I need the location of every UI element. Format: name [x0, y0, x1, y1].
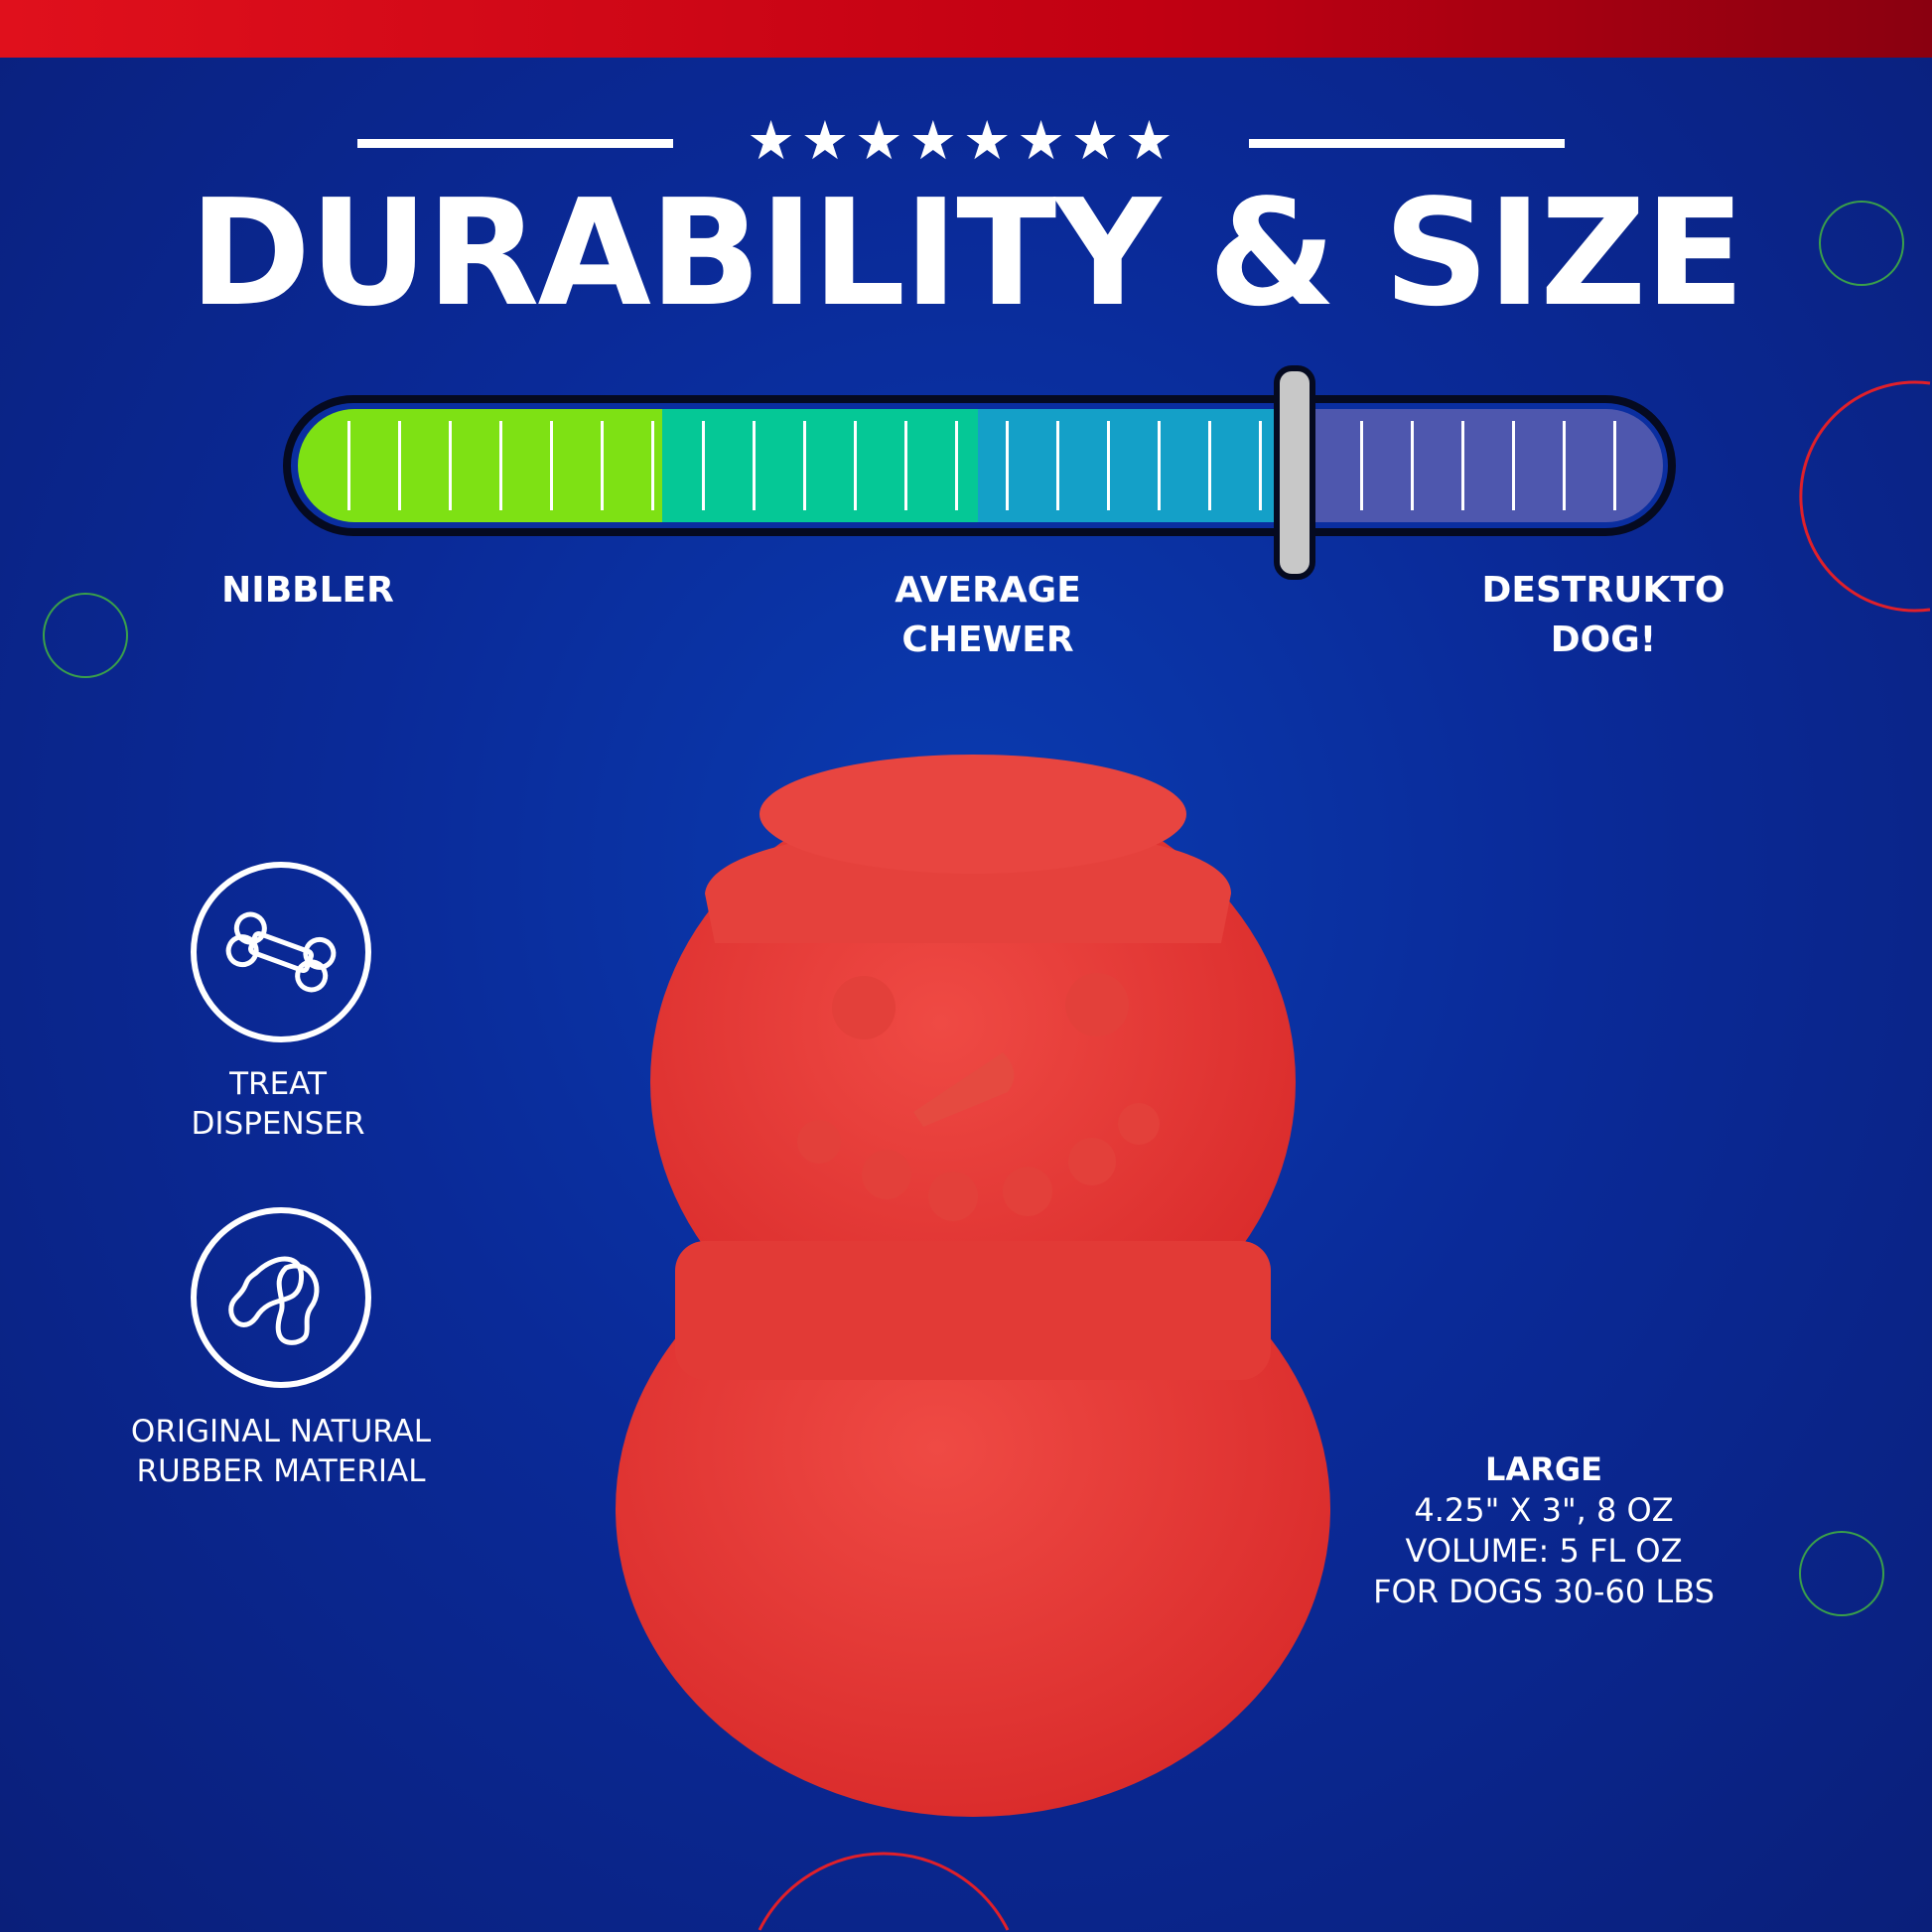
meter-tick — [854, 421, 857, 510]
meter-tick — [1259, 421, 1262, 510]
label-line: AVERAGE — [895, 570, 1081, 611]
snowman-toy-image — [616, 755, 1330, 1817]
top-red-band — [0, 0, 1932, 58]
meter-segment-teal — [662, 409, 978, 522]
meter-tick — [398, 421, 401, 510]
meter-tick — [1613, 421, 1616, 510]
decor-circle — [1799, 1531, 1884, 1616]
feature-line: TREAT — [229, 1066, 327, 1102]
meter-tick — [803, 421, 806, 510]
meter-tick — [449, 421, 452, 510]
meter-tick — [499, 421, 502, 510]
meter-tick — [955, 421, 958, 510]
label-average-chewer: AVERAGE CHEWER — [839, 566, 1137, 665]
label-line: CHEWER — [901, 620, 1074, 660]
spec-dogs: FOR DOGS 30-60 LBS — [1373, 1573, 1715, 1610]
meter-ticks — [298, 409, 1663, 522]
meter-tick — [1158, 421, 1161, 510]
feature-line: RUBBER MATERIAL — [136, 1453, 426, 1489]
rubber-icon — [191, 1207, 371, 1388]
header-rule-left — [357, 139, 673, 148]
meter-tick — [702, 421, 705, 510]
meter-tick — [550, 421, 553, 510]
feature-treat-dispenser: TREAT DISPENSER — [129, 1064, 427, 1144]
meter-tick — [1006, 421, 1009, 510]
label-destrukto-dog: DESTRUKTO DOG! — [1454, 566, 1752, 665]
meter-tick — [347, 421, 350, 510]
decor-arc-bottom — [758, 1852, 1010, 1931]
meter-tick — [753, 421, 756, 510]
spec-volume: VOLUME: 5 FL OZ — [1405, 1532, 1683, 1570]
rating-stars: ★★★★★★★★ — [747, 109, 1179, 172]
meter-indicator — [1273, 365, 1315, 580]
meter-segment-blue — [978, 409, 1291, 522]
meter-tick — [904, 421, 907, 510]
product-specs: LARGE 4.25" X 3", 8 OZ VOLUME: 5 FL OZ F… — [1320, 1449, 1767, 1612]
decor-circle — [1819, 201, 1904, 286]
durability-meter-fill — [298, 409, 1663, 522]
meter-tick — [1107, 421, 1110, 510]
label-nibbler: NIBBLER — [221, 570, 394, 611]
meter-tick — [1411, 421, 1414, 510]
feature-line: DISPENSER — [191, 1106, 365, 1142]
page-title: DURABILITY & SIZE — [189, 168, 1744, 339]
spec-size: LARGE — [1485, 1450, 1602, 1488]
meter-tick — [1512, 421, 1515, 510]
meter-tick — [1563, 421, 1566, 510]
meter-tick — [651, 421, 654, 510]
meter-tick — [1360, 421, 1363, 510]
meter-tick — [1461, 421, 1464, 510]
header-rule-right — [1249, 139, 1565, 148]
bone-icon — [191, 862, 371, 1042]
label-line: DESTRUKTO — [1481, 570, 1725, 611]
spec-dimensions: 4.25" X 3", 8 OZ — [1414, 1491, 1674, 1529]
feature-natural-rubber: ORIGINAL NATURAL RUBBER MATERIAL — [102, 1412, 460, 1491]
meter-tick — [601, 421, 604, 510]
feature-line: ORIGINAL NATURAL — [130, 1414, 432, 1449]
label-line: DOG! — [1550, 620, 1657, 660]
decor-arc-right — [1799, 380, 1931, 613]
decor-circle — [43, 593, 128, 678]
meter-segment-purple — [1291, 409, 1663, 522]
meter-tick — [1056, 421, 1059, 510]
meter-tick — [1208, 421, 1211, 510]
